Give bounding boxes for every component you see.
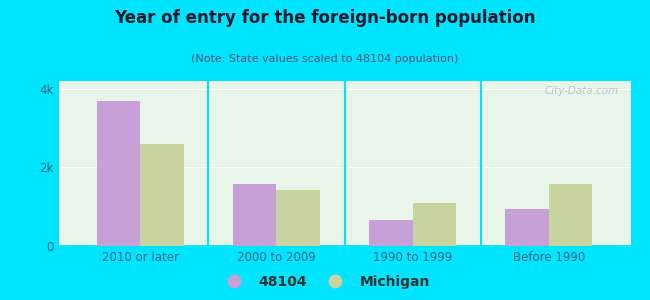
Bar xyxy=(276,190,320,246)
Bar xyxy=(140,144,184,246)
Bar xyxy=(97,100,140,246)
Bar xyxy=(505,209,549,246)
Bar xyxy=(369,220,413,246)
Bar xyxy=(549,184,592,246)
Text: Year of entry for the foreign-born population: Year of entry for the foreign-born popul… xyxy=(114,9,536,27)
Bar xyxy=(233,184,276,246)
Legend: 48104, Michigan: 48104, Michigan xyxy=(216,271,434,293)
Bar xyxy=(413,203,456,246)
Text: City-Data.com: City-Data.com xyxy=(545,86,619,96)
Text: (Note: State values scaled to 48104 population): (Note: State values scaled to 48104 popu… xyxy=(191,54,459,64)
